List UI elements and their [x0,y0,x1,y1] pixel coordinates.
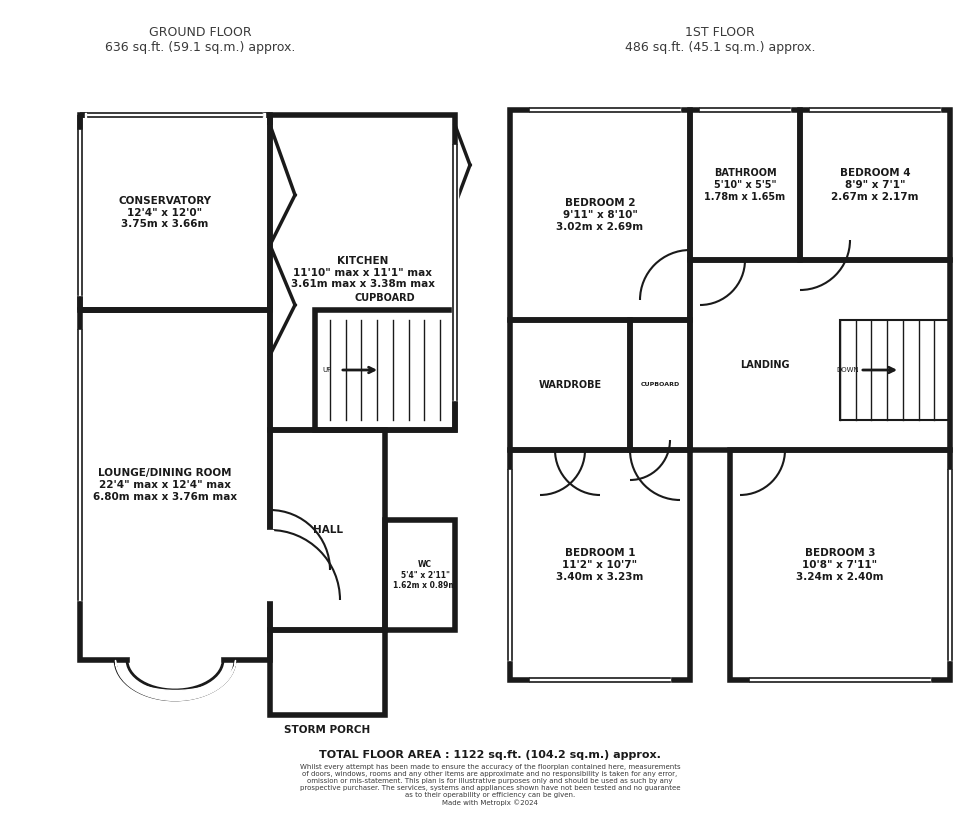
Bar [510,110,690,320]
Text: WARDROBE: WARDROBE [538,380,602,390]
Text: HALL: HALL [313,525,342,535]
Bar [385,520,455,630]
Text: BEDROOM 3
10'8" x 7'11"
3.24m x 2.40m: BEDROOM 3 10'8" x 7'11" 3.24m x 2.40m [797,549,884,582]
Text: BEDROOM 1
11'2" x 10'7"
3.40m x 3.23m: BEDROOM 1 11'2" x 10'7" 3.40m x 3.23m [557,549,644,582]
Bar [510,450,690,680]
Bar [80,115,270,310]
Text: Whilst every attempt has been made to ensure the accuracy of the floorplan conta: Whilst every attempt has been made to en… [300,764,680,806]
Bar [690,260,950,450]
Text: GROUND FLOOR
636 sq.ft. (59.1 sq.m.) approx.: GROUND FLOOR 636 sq.ft. (59.1 sq.m.) app… [105,26,295,54]
Text: CUPBOARD: CUPBOARD [355,293,416,303]
Text: 1ST FLOOR
486 sq.ft. (45.1 sq.m.) approx.: 1ST FLOOR 486 sq.ft. (45.1 sq.m.) approx… [625,26,815,54]
Text: STORM PORCH: STORM PORCH [284,725,370,735]
Bar [270,115,455,430]
Bar [690,110,800,260]
Text: BEDROOM 4
8'9" x 7'1"
2.67m x 2.17m: BEDROOM 4 8'9" x 7'1" 2.67m x 2.17m [831,168,919,202]
Text: LANDING: LANDING [740,360,790,370]
Text: BEDROOM 2
9'11" x 8'10"
3.02m x 2.69m: BEDROOM 2 9'11" x 8'10" 3.02m x 2.69m [557,198,644,232]
Bar [80,310,270,660]
Text: CONSERVATORY
12'4" x 12'0"
3.75m x 3.66m: CONSERVATORY 12'4" x 12'0" 3.75m x 3.66m [119,196,212,229]
Text: CUPBOARD: CUPBOARD [640,383,679,388]
Bar [800,110,950,260]
Bar [510,320,630,450]
Bar [730,450,950,680]
Bar [270,630,385,715]
Text: WC
5'4" x 2'11"
1.62m x 0.89m: WC 5'4" x 2'11" 1.62m x 0.89m [393,560,457,590]
Bar [630,320,690,450]
Text: KITCHEN
11'10" max x 11'1" max
3.61m max x 3.38m max: KITCHEN 11'10" max x 11'1" max 3.61m max… [290,256,434,289]
Bar [840,320,950,420]
Text: DOWN: DOWN [837,367,859,373]
Text: UP: UP [322,367,331,373]
Text: TOTAL FLOOR AREA : 1122 sq.ft. (104.2 sq.m.) approx.: TOTAL FLOOR AREA : 1122 sq.ft. (104.2 sq… [319,750,661,760]
Text: BATHROOM
5'10" x 5'5"
1.78m x 1.65m: BATHROOM 5'10" x 5'5" 1.78m x 1.65m [705,168,786,202]
Bar [315,310,455,430]
Text: LOUNGE/DINING ROOM
22'4" max x 12'4" max
6.80m max x 3.76m max: LOUNGE/DINING ROOM 22'4" max x 12'4" max… [93,468,237,501]
Bar [270,430,385,630]
